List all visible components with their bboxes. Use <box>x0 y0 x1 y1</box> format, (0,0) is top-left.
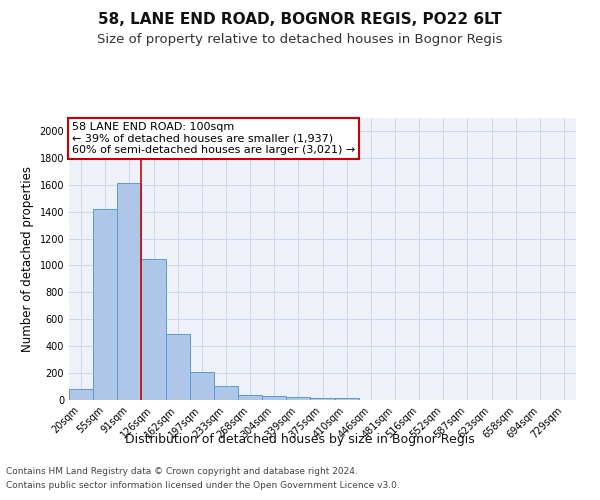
Bar <box>93 209 117 400</box>
Bar <box>262 396 286 400</box>
Text: 58, LANE END ROAD, BOGNOR REGIS, PO22 6LT: 58, LANE END ROAD, BOGNOR REGIS, PO22 6L… <box>98 12 502 28</box>
Bar <box>166 334 190 400</box>
Bar <box>238 394 262 400</box>
Bar <box>142 259 166 400</box>
Text: Contains HM Land Registry data © Crown copyright and database right 2024.: Contains HM Land Registry data © Crown c… <box>6 468 358 476</box>
Y-axis label: Number of detached properties: Number of detached properties <box>21 166 34 352</box>
Text: Contains public sector information licensed under the Open Government Licence v3: Contains public sector information licen… <box>6 481 400 490</box>
Bar <box>335 398 359 400</box>
Bar <box>69 389 93 400</box>
Bar <box>286 397 310 400</box>
Bar <box>117 184 142 400</box>
Bar <box>190 372 214 400</box>
Text: 58 LANE END ROAD: 100sqm
← 39% of detached houses are smaller (1,937)
60% of sem: 58 LANE END ROAD: 100sqm ← 39% of detach… <box>71 122 355 155</box>
Bar <box>310 398 335 400</box>
Text: Size of property relative to detached houses in Bognor Regis: Size of property relative to detached ho… <box>97 32 503 46</box>
Bar <box>214 386 238 400</box>
Text: Distribution of detached houses by size in Bognor Regis: Distribution of detached houses by size … <box>125 432 475 446</box>
